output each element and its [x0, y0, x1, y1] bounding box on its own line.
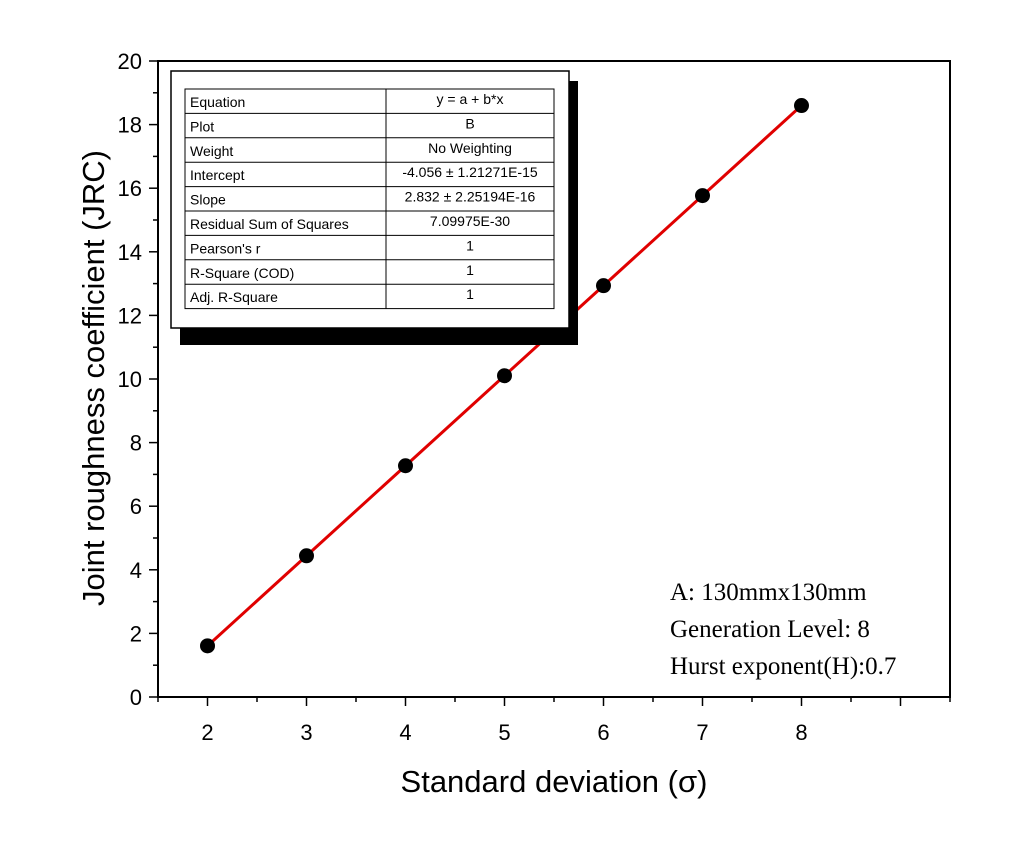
fit-table-value: No Weighting: [428, 140, 512, 156]
fit-table-value: 1: [466, 286, 474, 302]
fit-table-value: y = a + b*x: [437, 91, 504, 107]
annotation-hurst-exponent: Hurst exponent(H):0.7: [670, 653, 896, 680]
y-tick-label: 2: [130, 621, 142, 646]
data-point: [200, 638, 215, 654]
annotations: A: 130mmx130mm Generation Level: 8 Hurst…: [670, 579, 896, 680]
fit-table-border: [184, 88, 555, 310]
y-tick-label: 18: [118, 113, 142, 138]
fit-table-label: Weight: [190, 143, 233, 159]
x-axis-title: Standard deviation (σ): [401, 764, 708, 799]
x-tick-label: 2: [201, 720, 213, 745]
y-tick-label: 16: [118, 176, 142, 201]
fit-table-value: 1: [466, 262, 474, 278]
x-tick-label: 5: [498, 720, 510, 745]
x-tick-label: 8: [795, 720, 807, 745]
y-tick-labels: 0 2 4 6 8 10 12 14 16 18 20: [118, 49, 142, 710]
y-tick-label: 8: [130, 431, 142, 456]
data-point: [794, 98, 809, 114]
fit-table-label: R-Square (COD): [190, 265, 294, 281]
annotation-generation-level: Generation Level: 8: [670, 616, 870, 643]
data-point: [497, 368, 512, 384]
fit-statistics-table: Equation y = a + b*x Plot B Weight No Weighti…: [170, 70, 578, 345]
fit-table-label: Adj. R-Square: [190, 289, 278, 305]
y-tick-label: 14: [118, 240, 142, 265]
fit-table-label: Residual Sum of Squares: [190, 216, 349, 232]
data-point: [299, 548, 314, 564]
x-tick-label: 6: [597, 720, 609, 745]
fit-table-label: Intercept: [190, 167, 245, 183]
annotation-sample-size: A: 130mmx130mm: [670, 579, 867, 606]
fit-table-value: 1: [466, 237, 474, 253]
data-point: [596, 278, 611, 294]
x-tick-label: 4: [399, 720, 411, 745]
y-tick-label: 12: [118, 303, 142, 328]
y-tick-label: 10: [118, 367, 142, 392]
fit-table-label: Slope: [190, 192, 226, 208]
y-tick-label: 20: [118, 49, 142, 74]
x-tick-label: 3: [300, 720, 312, 745]
y-tick-label: 4: [130, 558, 142, 583]
points-layer: [200, 98, 809, 654]
fit-table-label: Plot: [190, 118, 214, 134]
y-axis-title: Joint roughness coefficient (JRC): [76, 150, 111, 606]
y-tick-label: 0: [130, 685, 142, 710]
fit-table-label: Equation: [190, 94, 245, 110]
fit-table-label: Pearson's r: [190, 240, 261, 256]
fit-table-value: B: [465, 115, 474, 131]
fit-table-value: 2.832 ± 2.25194E-16: [405, 189, 536, 205]
fit-table-value: -4.056 ± 1.21271E-15: [402, 164, 538, 180]
y-tick-label: 6: [130, 494, 142, 519]
fit-table-value: 7.09975E-30: [430, 213, 510, 229]
plot-frame: [157, 60, 951, 698]
x-tick-label: 7: [696, 720, 708, 745]
data-point: [398, 458, 413, 474]
fit-table-rows: Equation y = a + b*x Plot B Weight No Weighti…: [184, 88, 555, 310]
x-tick-labels: 2 3 4 5 6 7 8: [201, 720, 807, 745]
data-point: [695, 188, 710, 204]
